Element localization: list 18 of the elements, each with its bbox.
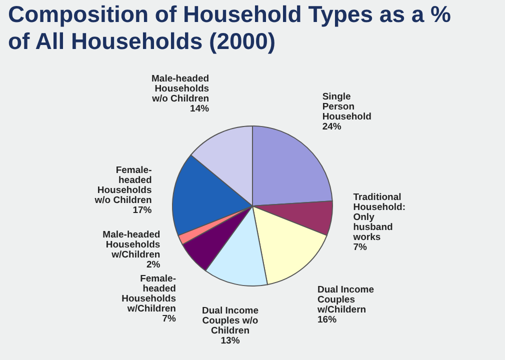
data-label: 13% [220,336,240,347]
slice-label: Dual Income Couples w/o Children [202,306,258,337]
data-label: 16% [318,314,338,326]
text: of All Households (2000) [8,28,276,54]
slice-label: Traditional Household: Only husband works [352,192,406,243]
data-label: 14% [190,104,210,115]
data-label: 24% [322,122,342,133]
text: Composition of Household Types as a % [8,1,452,27]
slice-label: Dual Income Couples w/Childern [316,284,374,316]
slice-label: Male-headed Households w/o Children [151,74,210,105]
slice-label: Male-headed Households w/Children [102,229,160,260]
slice-label: Single Person Household [322,92,372,123]
data-label: 17% [132,205,152,216]
data-label: 7% [162,313,177,324]
slice-label: Female- headed Households w/Children [122,273,176,314]
data-label: 2% [146,259,161,270]
slice-label: Female- headed Households w/o Children [94,165,152,206]
data-label: 7% [353,242,368,253]
